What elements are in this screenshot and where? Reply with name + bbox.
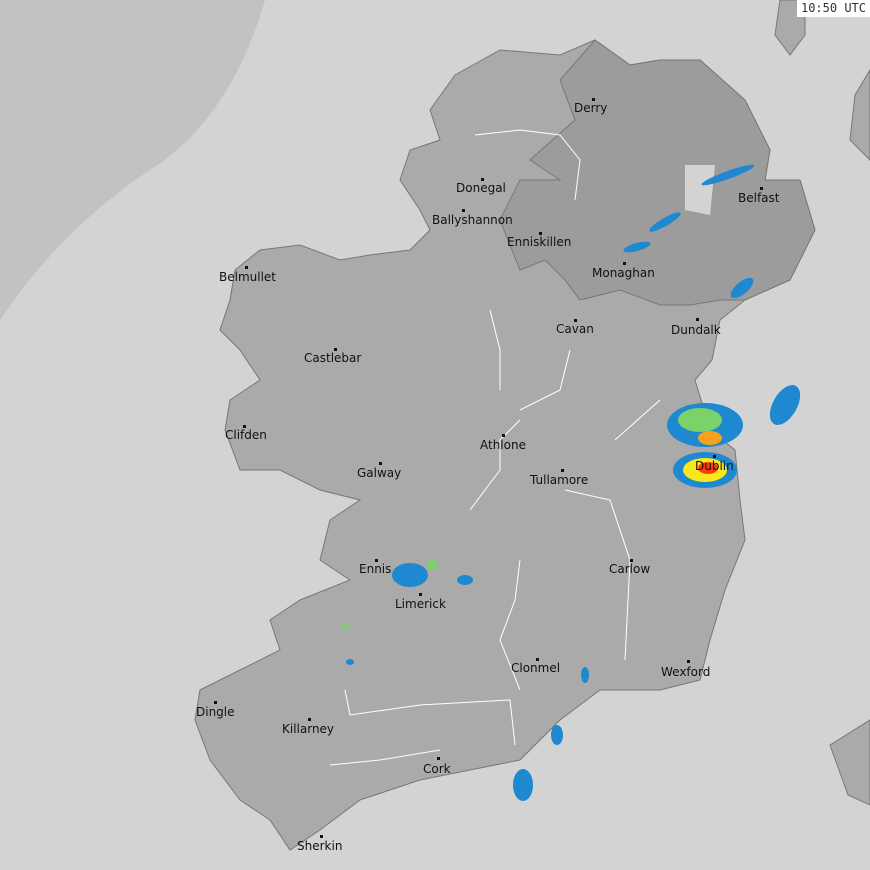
rivers xyxy=(329,129,661,766)
city-marker xyxy=(630,559,633,562)
city-label-belfast: Belfast xyxy=(738,191,780,205)
city-label-clonmel: Clonmel xyxy=(511,661,561,675)
city-label-sherkin: Sherkin xyxy=(297,839,343,853)
city-marker xyxy=(243,425,246,428)
city-marker xyxy=(308,718,311,721)
city-label-tullamore: Tullamore xyxy=(530,473,589,487)
rain-echo xyxy=(701,164,755,186)
radar-echoes xyxy=(341,164,801,801)
city-label-donegal: Donegal xyxy=(456,181,506,195)
rain-echo xyxy=(730,277,754,299)
city-marker xyxy=(437,757,440,760)
out-of-range-area xyxy=(0,0,265,320)
city-marker xyxy=(687,660,690,663)
city-marker xyxy=(592,98,595,101)
rain-echo xyxy=(698,431,722,445)
lough-neagh xyxy=(685,165,715,215)
city-marker xyxy=(214,701,217,704)
city-marker xyxy=(334,348,337,351)
city-label-athlone: Athlone xyxy=(480,438,526,452)
city-label-ballyshannon: Ballyshannon xyxy=(432,213,513,227)
city-label-castlebar: Castlebar xyxy=(304,351,362,365)
city-label-ennis: Ennis xyxy=(359,562,392,576)
rain-echo xyxy=(678,408,722,432)
city-marker xyxy=(375,559,378,562)
rain-echo xyxy=(623,241,651,253)
city-label-cork: Cork xyxy=(423,762,451,776)
rain-echo xyxy=(769,385,801,425)
rain-echo xyxy=(346,659,354,665)
city-marker xyxy=(561,469,564,472)
rain-echo xyxy=(341,624,349,630)
land-scotland xyxy=(774,0,870,806)
city-marker xyxy=(696,318,699,321)
city-label-enniskillen: Enniskillen xyxy=(507,235,572,249)
city-marker xyxy=(760,187,763,190)
city-label-dundalk: Dundalk xyxy=(671,323,721,337)
city-marker xyxy=(574,319,577,322)
city-marker xyxy=(245,266,248,269)
city-label-belmullet: Belmullet xyxy=(219,270,276,284)
city-marker xyxy=(419,593,422,596)
rain-echo xyxy=(649,212,681,232)
city-label-dublin: Dublin xyxy=(695,459,734,473)
city-label-carlow: Carlow xyxy=(609,562,651,576)
city-label-cavan: Cavan xyxy=(556,322,594,336)
city-marker xyxy=(713,455,716,458)
rain-echo xyxy=(457,575,473,585)
city-label-derry: Derry xyxy=(574,101,608,115)
rain-echo xyxy=(551,725,563,745)
city-marker xyxy=(379,462,382,465)
city-marker xyxy=(539,232,542,235)
rain-echo xyxy=(581,667,589,683)
city-label-dingle: Dingle xyxy=(196,705,235,719)
rain-echo xyxy=(427,560,437,570)
rain-echo xyxy=(392,563,428,587)
timestamp-label: 10:50 UTC xyxy=(796,0,870,17)
city-marker xyxy=(320,835,323,838)
city-label-monaghan: Monaghan xyxy=(592,266,655,280)
city-label-clifden: Clifden xyxy=(225,428,267,442)
city-marker xyxy=(481,178,484,181)
city-marker xyxy=(462,209,465,212)
land-northern-ireland xyxy=(499,39,816,306)
city-marker xyxy=(502,434,505,437)
city-label-wexford: Wexford xyxy=(661,665,711,679)
rain-echo xyxy=(698,462,718,474)
city-marker xyxy=(623,262,626,265)
city-label-killarney: Killarney xyxy=(282,722,335,736)
city-marker xyxy=(536,658,539,661)
city-label-galway: Galway xyxy=(357,466,402,480)
city-label-limerick: Limerick xyxy=(395,597,446,611)
rain-echo xyxy=(513,769,533,801)
